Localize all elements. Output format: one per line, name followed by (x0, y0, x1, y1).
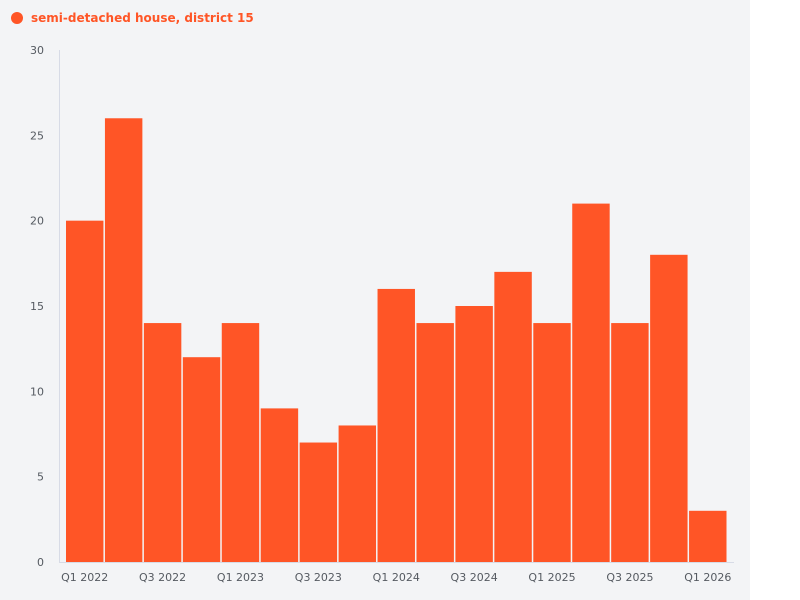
bar[interactable] (182, 357, 221, 562)
bar[interactable] (416, 323, 454, 562)
y-axis-ticks: 0 5 10 15 20 25 30 (30, 44, 44, 569)
bar[interactable] (533, 323, 571, 562)
y-tick-label: 25 (30, 129, 44, 142)
bars (66, 118, 727, 563)
x-tick-label: Q1 2026 (684, 571, 731, 584)
x-tick-label: Q1 2025 (528, 571, 575, 584)
y-tick-label: 10 (30, 385, 44, 398)
x-tick-label: Q1 2023 (217, 571, 264, 584)
x-axis-ticks: Q1 2022 Q3 2022 Q1 2023 Q3 2023 Q1 2024 Q3 20… (61, 571, 731, 584)
y-tick-label: 30 (30, 44, 44, 57)
x-tick-label: Q3 2025 (606, 571, 653, 584)
bar[interactable] (572, 203, 610, 562)
legend-marker (11, 12, 23, 24)
x-tick-label: Q1 2024 (373, 571, 420, 584)
x-tick-label: Q3 2023 (295, 571, 342, 584)
y-tick-label: 5 (37, 471, 44, 484)
bar[interactable] (689, 510, 727, 562)
bar[interactable] (650, 254, 688, 563)
y-tick-label: 0 (37, 556, 44, 569)
chart-panel: semi-detached house, district 15 0 5 10 15 2… (0, 0, 750, 600)
bar[interactable] (221, 323, 260, 562)
y-tick-label: 15 (30, 300, 44, 313)
legend[interactable]: semi-detached house, district 15 (11, 9, 254, 27)
bar[interactable] (455, 306, 493, 562)
bar[interactable] (494, 271, 532, 562)
bar[interactable] (143, 323, 182, 562)
y-tick-label: 20 (30, 215, 44, 228)
bar[interactable] (260, 408, 299, 562)
x-tick-label: Q3 2022 (139, 571, 186, 584)
bar[interactable] (611, 323, 649, 562)
x-tick-label: Q3 2024 (451, 571, 498, 584)
legend-label: semi-detached house, district 15 (31, 11, 254, 25)
x-tick-label: Q1 2022 (61, 571, 108, 584)
bar[interactable] (104, 118, 143, 563)
bar-chart: 0 5 10 15 20 25 30 Q1 2022 Q3 2022 Q1 2023 Q3 202… (30, 44, 734, 584)
bar[interactable] (66, 220, 104, 563)
bar[interactable] (377, 288, 415, 562)
bar[interactable] (299, 442, 338, 562)
bar[interactable] (338, 425, 377, 562)
